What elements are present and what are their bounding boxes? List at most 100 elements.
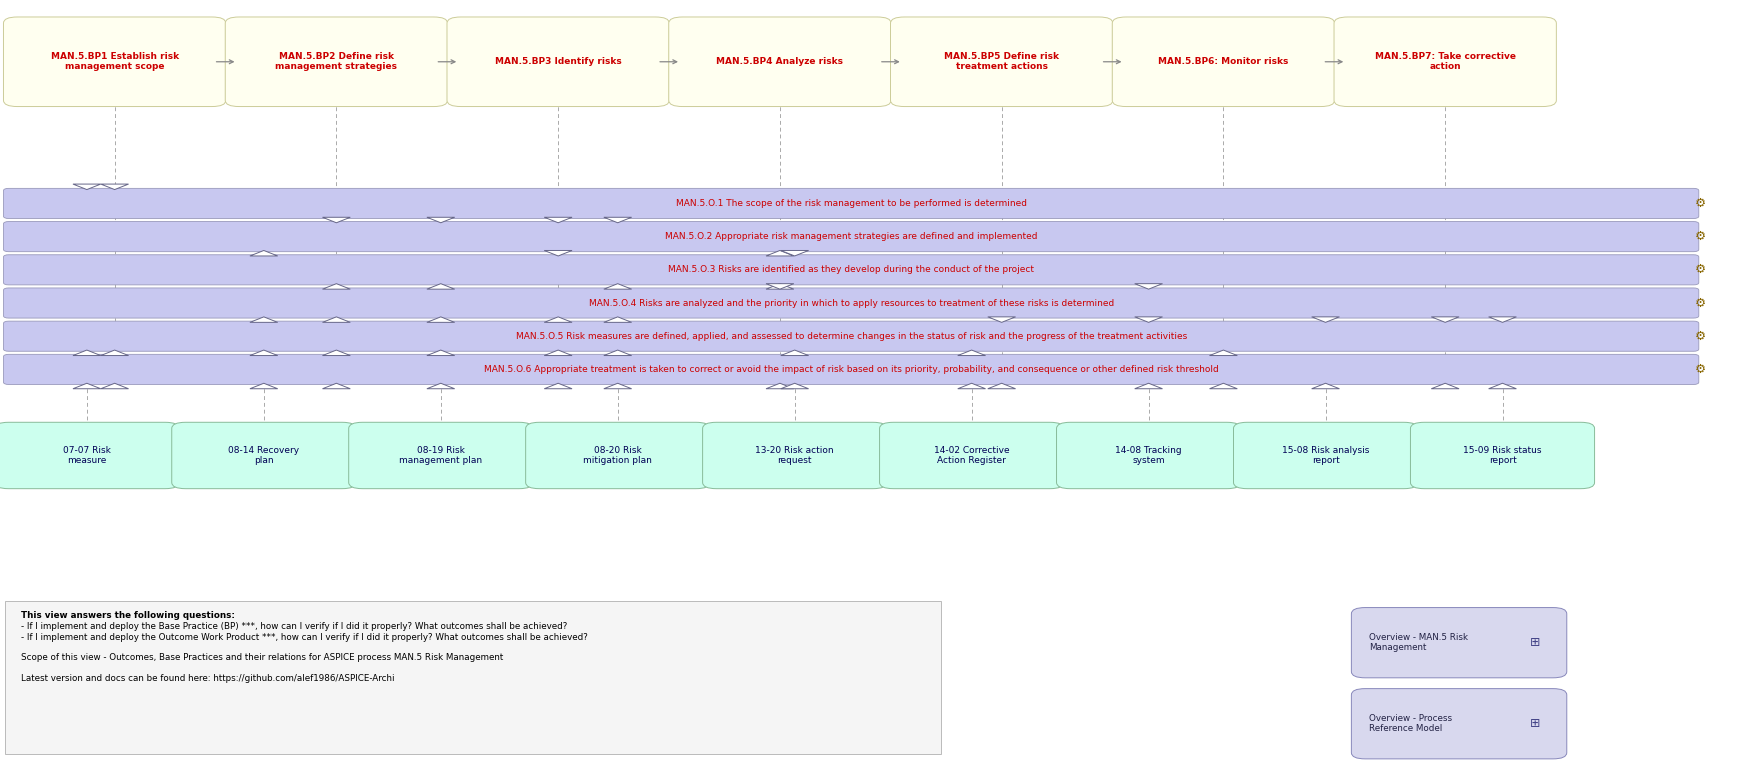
Polygon shape: [323, 283, 351, 290]
Polygon shape: [988, 383, 1016, 389]
FancyBboxPatch shape: [1334, 17, 1556, 107]
Text: MAN.5.BP4 Analyze risks: MAN.5.BP4 Analyze risks: [716, 57, 844, 66]
Polygon shape: [957, 383, 985, 389]
Text: ⚙: ⚙: [1695, 363, 1706, 376]
Polygon shape: [604, 350, 632, 356]
Polygon shape: [1209, 350, 1237, 356]
Polygon shape: [766, 283, 794, 290]
Polygon shape: [544, 317, 571, 323]
Text: MAN.5.O.3 Risks are identified as they develop during the conduct of the project: MAN.5.O.3 Risks are identified as they d…: [669, 266, 1034, 274]
Polygon shape: [1311, 383, 1339, 389]
Polygon shape: [544, 383, 571, 389]
Polygon shape: [73, 383, 101, 389]
Polygon shape: [1431, 383, 1459, 389]
Text: 15-09 Risk status
report: 15-09 Risk status report: [1463, 445, 1542, 466]
FancyBboxPatch shape: [349, 422, 533, 489]
Text: MAN.5.O.1 The scope of the risk management to be performed is determined: MAN.5.O.1 The scope of the risk manageme…: [676, 199, 1027, 208]
Text: MAN.5.O.4 Risks are analyzed and the priority in which to apply resources to tre: MAN.5.O.4 Risks are analyzed and the pri…: [589, 299, 1113, 307]
FancyBboxPatch shape: [446, 17, 669, 107]
Polygon shape: [101, 350, 129, 356]
FancyBboxPatch shape: [3, 321, 1699, 351]
Polygon shape: [1134, 317, 1162, 323]
Polygon shape: [782, 350, 809, 356]
Text: 13-20 Risk action
request: 13-20 Risk action request: [756, 445, 834, 466]
Polygon shape: [323, 217, 351, 223]
FancyBboxPatch shape: [3, 255, 1699, 285]
Text: MAN.5.O.6 Appropriate treatment is taken to correct or avoid the impact of risk : MAN.5.O.6 Appropriate treatment is taken…: [485, 365, 1218, 374]
Text: 08-19 Risk
management plan: 08-19 Risk management plan: [400, 445, 483, 466]
Text: MAN.5.O.2 Appropriate risk management strategies are defined and implemented: MAN.5.O.2 Appropriate risk management st…: [665, 232, 1037, 241]
FancyBboxPatch shape: [1056, 422, 1240, 489]
Text: 15-08 Risk analysis
report: 15-08 Risk analysis report: [1282, 445, 1369, 466]
FancyBboxPatch shape: [3, 188, 1699, 218]
Polygon shape: [73, 184, 101, 190]
Text: 08-20 Risk
mitigation plan: 08-20 Risk mitigation plan: [584, 445, 651, 466]
Polygon shape: [1311, 317, 1339, 323]
Text: MAN.5.BP6: Monitor risks: MAN.5.BP6: Monitor risks: [1159, 57, 1289, 66]
Polygon shape: [427, 350, 455, 356]
Text: ⚙: ⚙: [1695, 230, 1706, 243]
Polygon shape: [544, 250, 571, 256]
Polygon shape: [1209, 383, 1237, 389]
Text: MAN.5.BP1 Establish risk
management scope: MAN.5.BP1 Establish risk management scop…: [50, 52, 179, 72]
Polygon shape: [782, 250, 809, 256]
Polygon shape: [604, 317, 632, 323]
Polygon shape: [427, 217, 455, 223]
Polygon shape: [1134, 383, 1162, 389]
FancyBboxPatch shape: [1233, 422, 1417, 489]
Text: MAN.5.BP3 Identify risks: MAN.5.BP3 Identify risks: [495, 57, 622, 66]
Polygon shape: [250, 317, 278, 323]
FancyBboxPatch shape: [526, 422, 710, 489]
Polygon shape: [250, 350, 278, 356]
Polygon shape: [250, 383, 278, 389]
FancyBboxPatch shape: [879, 422, 1063, 489]
Polygon shape: [427, 283, 455, 290]
Polygon shape: [766, 383, 794, 389]
Text: 07-07 Risk
measure: 07-07 Risk measure: [63, 445, 111, 466]
FancyBboxPatch shape: [703, 422, 888, 489]
FancyBboxPatch shape: [1351, 689, 1567, 759]
FancyBboxPatch shape: [1351, 608, 1567, 678]
FancyBboxPatch shape: [5, 601, 941, 754]
Polygon shape: [544, 217, 571, 223]
Polygon shape: [1489, 383, 1516, 389]
FancyBboxPatch shape: [226, 17, 448, 107]
Polygon shape: [988, 317, 1016, 323]
Text: ⚙: ⚙: [1695, 296, 1706, 310]
FancyBboxPatch shape: [669, 17, 891, 107]
Text: 08-14 Recovery
plan: 08-14 Recovery plan: [228, 445, 299, 466]
Text: This view answers the following questions:: This view answers the following question…: [21, 611, 234, 621]
Text: Overview - Process
Reference Model: Overview - Process Reference Model: [1369, 714, 1452, 733]
Text: Overview - MAN.5 Risk
Management: Overview - MAN.5 Risk Management: [1369, 633, 1468, 652]
Polygon shape: [604, 383, 632, 389]
FancyBboxPatch shape: [1410, 422, 1595, 489]
Polygon shape: [766, 283, 794, 290]
Polygon shape: [101, 184, 129, 190]
Polygon shape: [1489, 317, 1516, 323]
Polygon shape: [101, 383, 129, 389]
FancyBboxPatch shape: [3, 222, 1699, 252]
Text: MAN.5.BP5 Define risk
treatment actions: MAN.5.BP5 Define risk treatment actions: [945, 52, 1060, 72]
Text: 14-02 Corrective
Action Register: 14-02 Corrective Action Register: [935, 445, 1009, 466]
Polygon shape: [323, 383, 351, 389]
Text: MAN.5.BP2 Define risk
management strategies: MAN.5.BP2 Define risk management strateg…: [276, 52, 398, 72]
Polygon shape: [604, 283, 632, 290]
Polygon shape: [544, 350, 571, 356]
Polygon shape: [427, 317, 455, 323]
Polygon shape: [766, 250, 794, 256]
Text: ⚙: ⚙: [1695, 330, 1706, 343]
Polygon shape: [604, 217, 632, 223]
FancyBboxPatch shape: [3, 17, 226, 107]
FancyBboxPatch shape: [3, 288, 1699, 318]
Polygon shape: [73, 350, 101, 356]
Polygon shape: [427, 383, 455, 389]
FancyBboxPatch shape: [1112, 17, 1334, 107]
Text: ⊞: ⊞: [1530, 717, 1541, 730]
Polygon shape: [250, 250, 278, 256]
Text: ⚙: ⚙: [1695, 263, 1706, 276]
Text: 14-08 Tracking
system: 14-08 Tracking system: [1115, 445, 1181, 466]
Text: ⊞: ⊞: [1530, 636, 1541, 649]
FancyBboxPatch shape: [3, 354, 1699, 384]
FancyBboxPatch shape: [891, 17, 1113, 107]
Text: MAN.5.O.5 Risk measures are defined, applied, and assessed to determine changes : MAN.5.O.5 Risk measures are defined, app…: [516, 332, 1186, 340]
